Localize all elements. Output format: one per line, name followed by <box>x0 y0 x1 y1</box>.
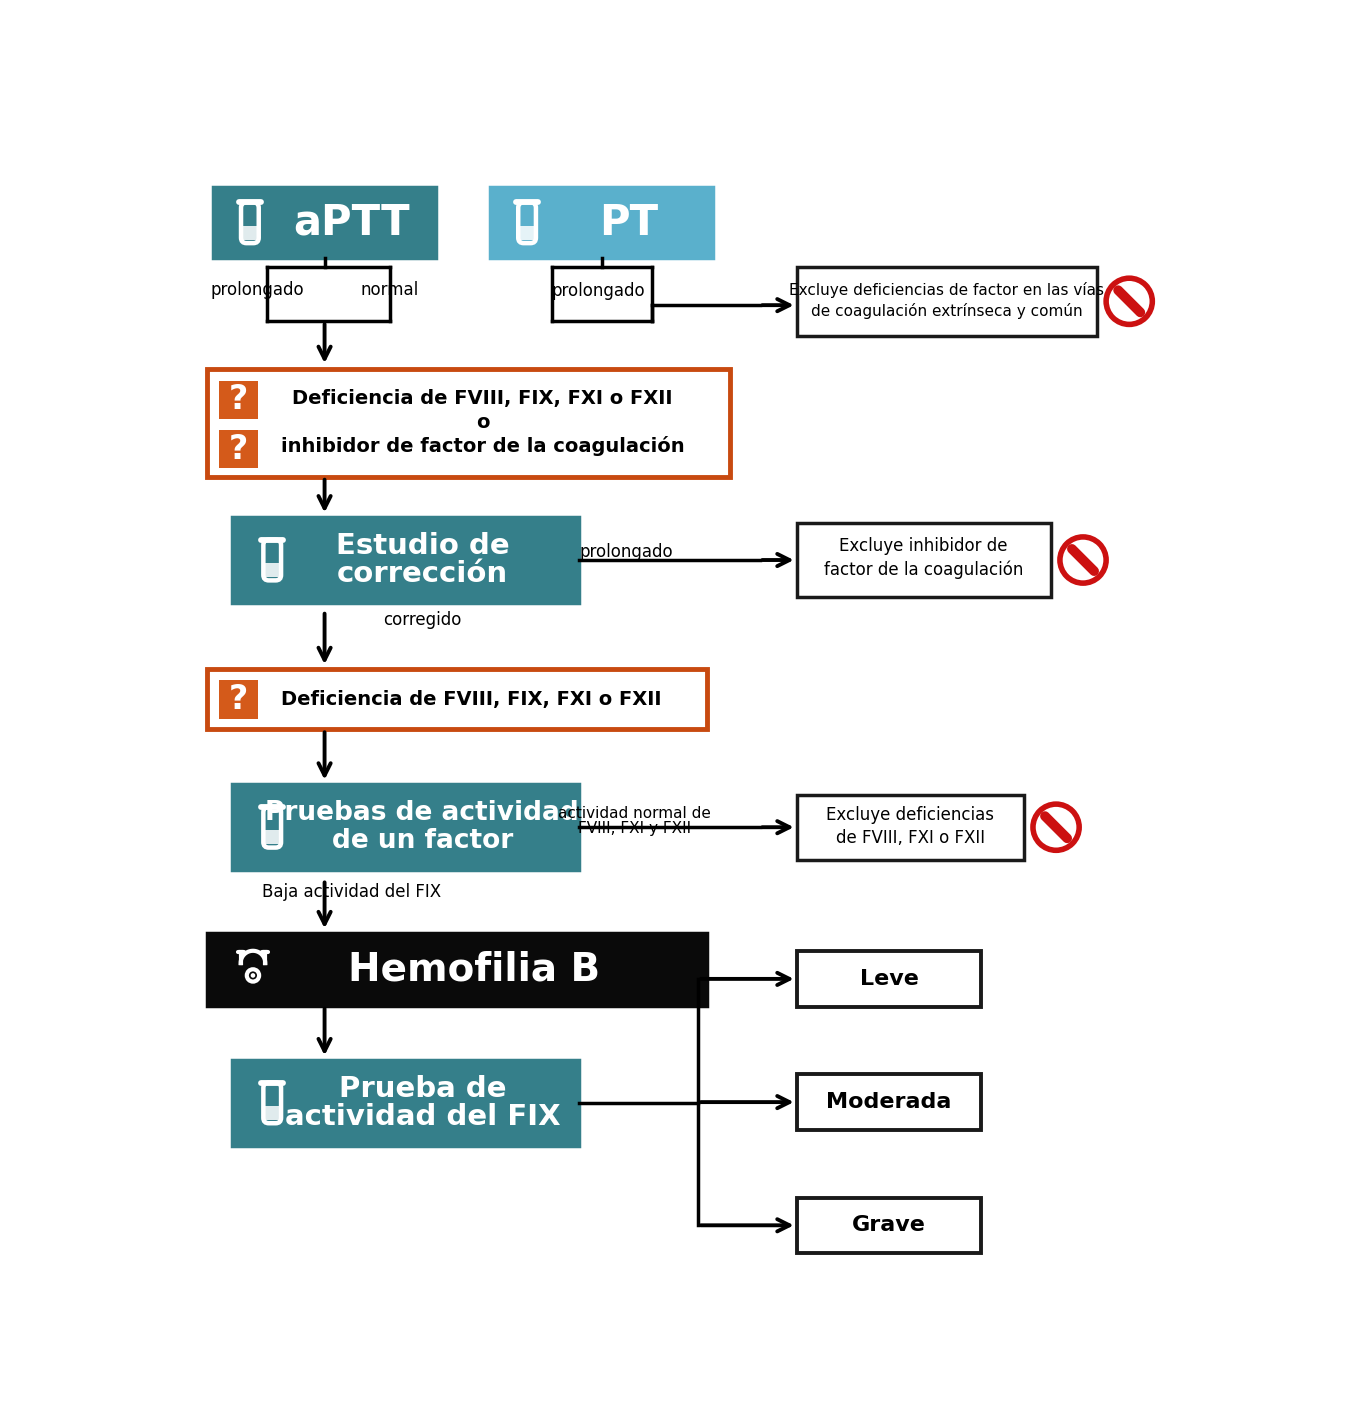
Bar <box>265 1106 279 1120</box>
Text: Moderada: Moderada <box>826 1092 952 1112</box>
Text: prolongado: prolongado <box>551 281 644 300</box>
Bar <box>520 226 535 240</box>
Bar <box>207 933 707 1005</box>
Bar <box>207 669 707 730</box>
Text: Hemofilia B: Hemofilia B <box>347 950 601 988</box>
Bar <box>265 831 279 845</box>
Text: Pruebas de actividad: Pruebas de actividad <box>265 801 579 826</box>
Text: ?: ? <box>228 683 248 716</box>
Text: actividad del FIX: actividad del FIX <box>285 1103 560 1130</box>
Bar <box>219 381 257 419</box>
Bar <box>233 517 579 604</box>
Text: Excluye deficiencias: Excluye deficiencias <box>826 807 995 824</box>
Bar <box>233 784 579 870</box>
Bar <box>242 226 257 240</box>
Text: Grave: Grave <box>852 1216 926 1235</box>
Text: de un factor: de un factor <box>331 828 513 853</box>
Bar <box>796 1197 981 1252</box>
Text: actividad normal de: actividad normal de <box>558 807 710 821</box>
Text: aPTT: aPTT <box>293 202 409 244</box>
Bar <box>265 564 279 578</box>
Bar <box>207 369 731 477</box>
Text: Baja actividad del FIX: Baja actividad del FIX <box>261 883 440 900</box>
Text: de coagulación extrínseca y común: de coagulación extrínseca y común <box>811 304 1082 320</box>
Bar <box>233 1059 579 1146</box>
Text: Excluye inhibidor de: Excluye inhibidor de <box>840 537 1008 555</box>
Bar <box>796 1075 981 1130</box>
Text: Leve: Leve <box>859 968 918 988</box>
Text: de FVIII, FXI o FXII: de FVIII, FXI o FXII <box>836 829 985 846</box>
Bar <box>219 430 257 469</box>
Bar <box>796 267 1097 337</box>
Text: inhibidor de factor de la coagulación: inhibidor de factor de la coagulación <box>280 436 684 456</box>
Text: factor de la coagulación: factor de la coagulación <box>824 559 1023 578</box>
Circle shape <box>250 973 256 978</box>
Text: ?: ? <box>228 383 248 416</box>
Bar <box>219 680 257 719</box>
Text: corregido: corregido <box>383 611 461 629</box>
Text: corrección: corrección <box>337 559 508 588</box>
Text: Prueba de: Prueba de <box>339 1075 506 1103</box>
Circle shape <box>1060 537 1107 584</box>
Text: FVIII, FXI y FXII: FVIII, FXI y FXII <box>577 821 691 836</box>
Text: Estudio de: Estudio de <box>335 532 509 559</box>
Bar <box>796 951 981 1007</box>
Circle shape <box>1107 278 1152 324</box>
Text: Excluye deficiencias de factor en las vías: Excluye deficiencias de factor en las ví… <box>789 281 1104 298</box>
Text: ?: ? <box>228 433 248 466</box>
Bar <box>796 523 1051 596</box>
Bar <box>213 187 436 258</box>
Bar <box>490 187 714 258</box>
Circle shape <box>1033 804 1079 851</box>
Text: Deficiencia de FVIII, FIX, FXI o FXII: Deficiencia de FVIII, FIX, FXI o FXII <box>293 389 673 408</box>
Bar <box>796 795 1023 859</box>
Text: normal: normal <box>361 281 419 298</box>
Text: Deficiencia de FVIII, FIX, FXI o FXII: Deficiencia de FVIII, FIX, FXI o FXII <box>280 690 661 709</box>
Text: o: o <box>476 413 490 433</box>
Text: prolongado: prolongado <box>211 281 305 298</box>
Text: prolongado: prolongado <box>580 544 673 561</box>
Text: PT: PT <box>599 202 658 244</box>
